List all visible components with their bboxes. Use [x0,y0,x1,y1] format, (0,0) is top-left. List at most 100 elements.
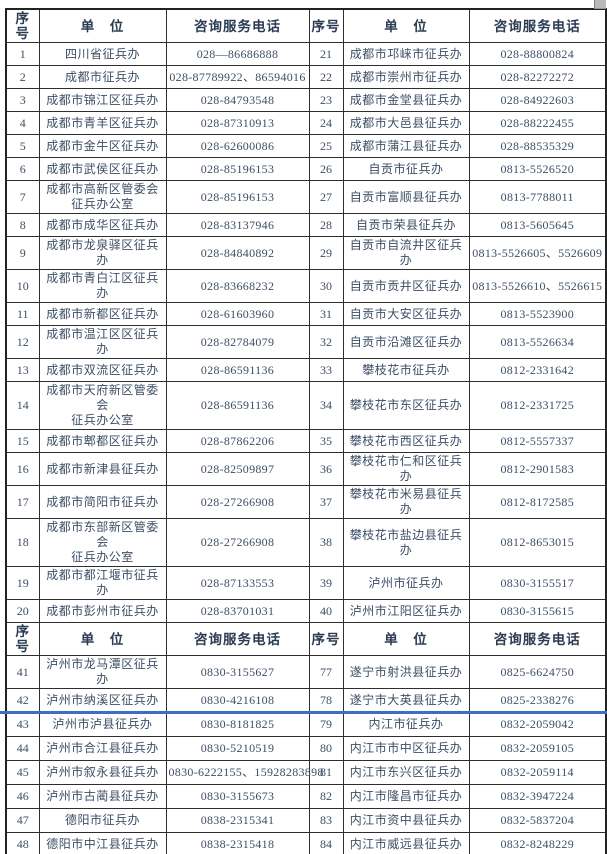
phone-number: 028-85196153 [165,180,310,214]
unit-header: 单 位 [342,8,470,43]
phone-header: 咨询服务电话 [468,622,607,656]
table-row: 7 成都市高新区管委会 征兵办公室 028-85196153 27 自贡市富顺县征兵办 0… [5,180,607,214]
unit-name: 泸州市泸县征兵办 [38,712,167,737]
phone-number: 0830-5210519 [165,736,310,761]
row-number: 9 [5,236,40,270]
no-header: 序号 [5,8,40,43]
phone-number: 0830-3155673 [165,784,310,809]
unit-name: 成都市简阳市征兵办 [38,485,167,519]
row-number: 12 [5,325,40,359]
unit-name: 遂宁市射洪县征兵办 [342,655,470,689]
unit-name: 泸州市征兵办 [342,566,470,600]
phone-number: 028-82784079 [165,325,310,359]
row-number: 19 [5,566,40,600]
unit-name: 成都市武侯区征兵办 [38,157,167,181]
phone-header: 咨询服务电话 [165,8,310,43]
unit-name: 成都市郫都区征兵办 [38,429,167,453]
phone-number: 028-83701031 [165,599,310,623]
row-number: 33 [308,358,344,382]
unit-name: 攀枝花市米易县征兵办 [342,485,470,519]
scrollbar-fragment[interactable] [594,0,606,9]
row-number: 24 [308,111,344,135]
divider-line [0,710,607,714]
table-row: 16 成都市新津县征兵办 028-82509897 36 攀枝花市仁和区征兵办 0812-… [5,452,607,486]
phone-number: 028-82509897 [165,452,310,486]
phone-number: 028-62600086 [165,134,310,158]
table-row: 14 成都市天府新区管委会 征兵办公室 028-86591136 34 攀枝花市东区征兵… [5,381,607,430]
row-number: 80 [308,736,344,761]
header-row: 序号单 位咨询服务电话 序号单 位咨询服务电话 [5,622,607,656]
unit-header: 单 位 [342,622,470,656]
no-header: 序号 [5,622,40,656]
unit-name: 成都市锦江区征兵办 [38,88,167,112]
unit-name: 成都市金堂县征兵办 [342,88,470,112]
row-number: 29 [308,236,344,270]
phone-number: 028-86591136 [165,381,310,430]
row-number: 26 [308,157,344,181]
row-number: 48 [5,832,40,854]
phone-number: 028-87133553 [165,566,310,600]
row-number: 37 [308,485,344,519]
table-row: 43 泸州市泸县征兵办 0830-8181825 79 内江市征兵办 0832-20590… [5,712,607,737]
table-body: 序号单 位咨询服务电话 序号单 位咨询服务电话 1 四川省征兵办 028—8668688… [5,8,607,854]
row-number: 6 [5,157,40,181]
phone-number: 0813-5605645 [468,213,607,237]
unit-name: 攀枝花市征兵办 [342,358,470,382]
unit-name: 泸州市合江县征兵办 [38,736,167,761]
table-row: 19 成都市都江堰市征兵办 028-87133553 39 泸州市征兵办 0830-315… [5,566,607,600]
unit-name: 泸州市纳溪区征兵办 [38,688,167,713]
phone-number: 0813-7788011 [468,180,607,214]
row-number: 11 [5,302,40,326]
phone-number: 0812-2331642 [468,358,607,382]
row-number: 18 [5,518,40,567]
unit-name: 成都市温江区区征兵办 [38,325,167,359]
unit-name: 成都市金牛区征兵办 [38,134,167,158]
phone-number: 028-83668232 [165,269,310,303]
unit-header: 单 位 [38,622,167,656]
row-number: 83 [308,808,344,833]
table-row: 41 泸州市龙马潭区征兵办 0830-3155627 77 遂宁市射洪县征兵办 0825-… [5,655,607,689]
row-number: 25 [308,134,344,158]
unit-name: 内江市隆昌市征兵办 [342,784,470,809]
table-row: 18 成都市东部新区管委会 征兵办公室 028-27266908 38 攀枝花市盐边县征… [5,518,607,567]
unit-name: 内江市东兴区征兵办 [342,760,470,785]
row-number: 40 [308,599,344,623]
unit-name: 自贡市自流井区征兵办 [342,236,470,270]
phone-directory-table: 序号单 位咨询服务电话 序号单 位咨询服务电话 1 四川省征兵办 028—8668688… [5,8,607,854]
phone-number: 028-82272272 [468,65,607,89]
row-number: 3 [5,88,40,112]
phone-number: 0830-3155615 [468,599,607,623]
table-row: 11 成都市新都区征兵办 028-61603960 31 自贡市大安区征兵办 0813-5… [5,302,607,326]
unit-name: 成都市高新区管委会 征兵办公室 [38,180,167,214]
unit-name: 自贡市富顺县征兵办 [342,180,470,214]
unit-name: 攀枝花市西区征兵办 [342,429,470,453]
row-number: 22 [308,65,344,89]
phone-number: 028-87862206 [165,429,310,453]
phone-number: 0830-4216108 [165,688,310,713]
unit-name: 成都市邛崃市征兵办 [342,42,470,66]
unit-name: 内江市威远县征兵办 [342,832,470,854]
row-number: 30 [308,269,344,303]
table-row: 4 成都市青羊区征兵办 028-87310913 24 成都市大邑县征兵办 028-882… [5,111,607,135]
unit-name: 内江市征兵办 [342,712,470,737]
row-number: 41 [5,655,40,689]
unit-name: 自贡市贡井区征兵办 [342,269,470,303]
phone-number: 028-61603960 [165,302,310,326]
unit-name: 内江市资中县征兵办 [342,808,470,833]
row-number: 36 [308,452,344,486]
unit-name: 攀枝花市东区征兵办 [342,381,470,430]
phone-number: 028-88222455 [468,111,607,135]
row-number: 43 [5,712,40,737]
row-number: 15 [5,429,40,453]
unit-name: 内江市市中区征兵办 [342,736,470,761]
unit-name: 成都市双流区征兵办 [38,358,167,382]
row-number: 14 [5,381,40,430]
phone-number: 0825-6624750 [468,655,607,689]
row-number: 27 [308,180,344,214]
unit-name: 成都市龙泉驿区征兵办 [38,236,167,270]
phone-number: 0838-2315418 [165,832,310,854]
unit-name: 德阳市征兵办 [38,808,167,833]
row-number: 16 [5,452,40,486]
phone-number: 028—86686888 [165,42,310,66]
unit-name: 泸州市古蔺县征兵办 [38,784,167,809]
